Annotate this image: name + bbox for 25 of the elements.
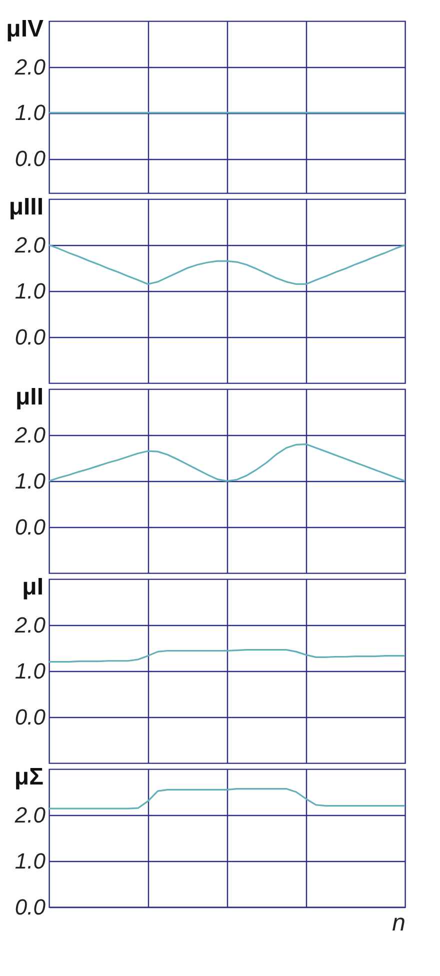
y-axis-title: μΣ [14,764,44,790]
y-tick-label: 2.0 [14,232,46,258]
y-tick-label: 2.0 [14,612,46,638]
y-tick-label: 1.0 [14,848,46,874]
y-tick-label: 1.0 [14,468,46,494]
y-axis-title: μIII [8,194,44,220]
y-tick-label: 2.0 [14,54,46,80]
y-tick-label: 0.0 [14,704,46,730]
y-tick-label: 0.0 [14,514,46,540]
y-tick-label: 2.0 [14,802,46,828]
y-tick-label: 0.0 [14,894,46,920]
y-axis-title: μI [22,574,44,600]
line-series [49,649,405,663]
y-axis-title: μII [15,384,44,410]
y-tick-label: 0.0 [14,146,46,172]
line-series [49,443,405,482]
line-series [49,244,405,285]
y-tick-label: 1.0 [14,100,46,126]
y-tick-label: 2.0 [14,422,46,448]
y-tick-label: 1.0 [14,658,46,684]
line-series [49,788,405,810]
x-axis-title: n [392,910,406,936]
y-tick-label: 0.0 [14,324,46,350]
y-tick-label: 1.0 [14,278,46,304]
y-axis-title: μIV [6,16,44,42]
